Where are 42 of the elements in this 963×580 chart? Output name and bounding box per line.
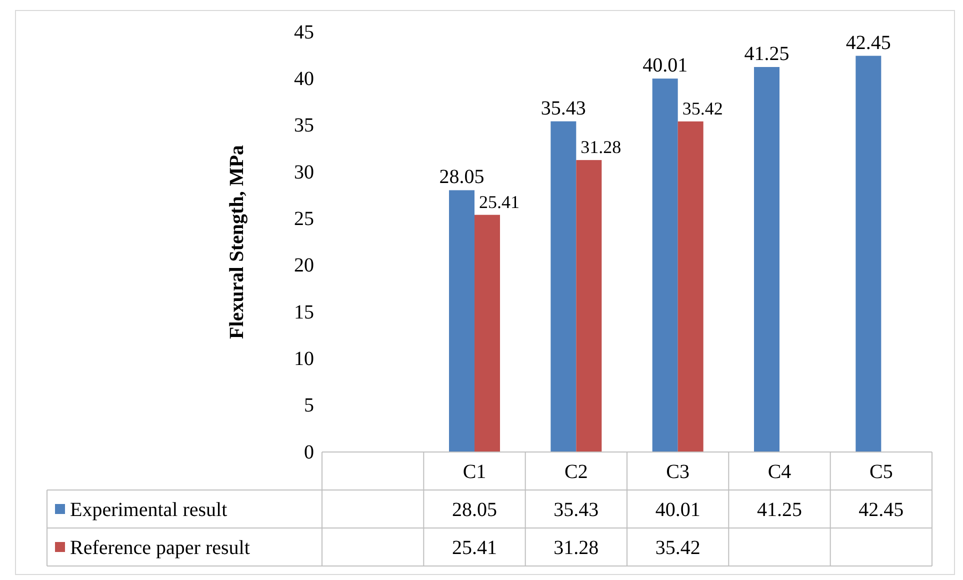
data-label: 28.05 (439, 166, 484, 188)
text: 31.28 (554, 537, 599, 559)
x-tick-label: C4 (768, 461, 792, 483)
y-tick-label: 30 (294, 161, 314, 184)
x-tick-label: C2 (564, 461, 588, 483)
data-label: 25.41 (479, 192, 520, 212)
bar (449, 190, 474, 452)
text: 40.01 (655, 499, 700, 521)
data-label: 35.43 (540, 97, 586, 120)
text: 35.43 (554, 499, 599, 521)
data-label: 42.45 (846, 32, 891, 54)
text: 41.25 (757, 499, 802, 521)
y-tick-label: 10 (294, 348, 314, 370)
text: 42.45 (858, 499, 904, 521)
legend-label: Reference paper result (70, 537, 250, 559)
y-tick-label: 40 (294, 68, 314, 90)
y-axis-title: Flexural Stength, MPa (226, 145, 248, 339)
data-label: 35.42 (682, 98, 723, 118)
bar (678, 121, 704, 452)
legend-label: Experimental result (70, 499, 228, 521)
y-tick-label: 20 (294, 254, 314, 277)
bar (754, 67, 780, 452)
data-label: 31.28 (580, 137, 622, 158)
bar (652, 78, 678, 452)
y-tick-label: 0 (304, 441, 314, 464)
bar (856, 56, 882, 452)
data-label: 40.01 (642, 54, 688, 77)
y-tick-label: 15 (294, 301, 314, 324)
y-tick-label: 5 (304, 394, 314, 417)
y-tick-label: 45 (294, 21, 314, 44)
data-label: 41.25 (744, 43, 790, 65)
bar (550, 121, 576, 452)
y-tick-label: 25 (294, 208, 314, 230)
bar (576, 160, 602, 452)
bar (474, 214, 500, 452)
text: 35.42 (655, 537, 700, 559)
x-tick-label: C5 (869, 461, 893, 483)
x-tick-label: C3 (666, 461, 690, 483)
y-tick-label: 35 (294, 114, 314, 137)
text: 25.41 (452, 537, 497, 559)
text: 28.05 (452, 499, 497, 521)
x-tick-label: C1 (462, 461, 486, 483)
